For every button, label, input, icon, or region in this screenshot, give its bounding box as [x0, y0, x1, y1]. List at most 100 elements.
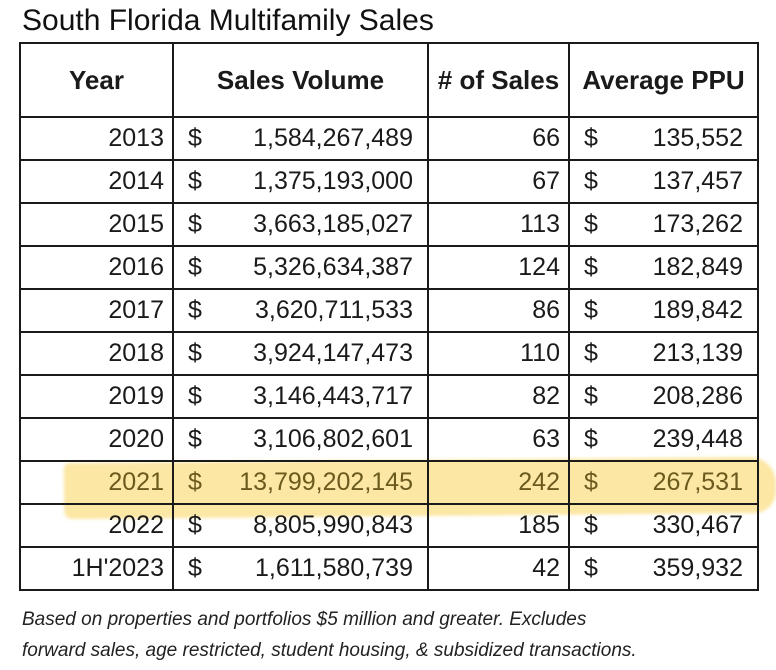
cell-sales-volume: $3,620,711,533 — [172, 288, 429, 333]
sales-volume-value: 3,146,443,717 — [253, 382, 413, 410]
cell-number-of-sales: 185 — [427, 503, 570, 548]
currency-symbol: $ — [188, 425, 202, 453]
table-row: 2021 $13,799,202,145 242 $267,531 — [19, 460, 759, 505]
cell-average-ppu: $213,139 — [568, 331, 759, 376]
sales-volume-value: 13,799,202,145 — [239, 468, 413, 496]
cell-number-of-sales: 110 — [427, 331, 570, 376]
page-title: South Florida Multifamily Sales — [22, 4, 434, 37]
cell-number-of-sales: 66 — [427, 116, 570, 161]
table-row: 2016 $5,326,634,387 124 $182,849 — [19, 245, 759, 290]
cell-number-of-sales: 113 — [427, 202, 570, 247]
cell-average-ppu: $359,932 — [568, 546, 759, 591]
cell-sales-volume: $3,663,185,027 — [172, 202, 429, 247]
currency-symbol: $ — [188, 468, 202, 496]
sales-volume-value: 3,620,711,533 — [254, 296, 413, 324]
cell-number-of-sales: 86 — [427, 288, 570, 333]
average-ppu-value: 182,849 — [652, 253, 743, 281]
table-row: 2015 $3,663,185,027 113 $173,262 — [19, 202, 759, 247]
table-row: 2018 $3,924,147,473 110 $213,139 — [19, 331, 759, 376]
cell-average-ppu: $137,457 — [568, 159, 759, 204]
cell-sales-volume: $1,611,580,739 — [172, 546, 429, 591]
header-average-ppu: Average PPU — [568, 42, 759, 118]
average-ppu-value: 239,448 — [652, 425, 743, 453]
average-ppu-value: 137,457 — [652, 167, 743, 195]
footnote-line-1: Based on properties and portfolios $5 mi… — [22, 609, 587, 630]
average-ppu-value: 173,262 — [652, 210, 743, 238]
cell-year: 2016 — [19, 245, 174, 290]
cell-year: 2017 — [19, 288, 174, 333]
header-sales-volume: Sales Volume — [172, 42, 429, 118]
currency-symbol: $ — [584, 554, 598, 582]
table-row: 2014 $1,375,193,000 67 $137,457 — [19, 159, 759, 204]
currency-symbol: $ — [584, 382, 598, 410]
cell-average-ppu: $135,552 — [568, 116, 759, 161]
cell-number-of-sales: 42 — [427, 546, 570, 591]
average-ppu-value: 208,286 — [652, 382, 743, 410]
sales-volume-value: 3,663,185,027 — [253, 210, 413, 238]
currency-symbol: $ — [188, 296, 202, 324]
cell-year: 2019 — [19, 374, 174, 419]
currency-symbol: $ — [584, 468, 598, 496]
table-row: 2022 $8,805,990,843 185 $330,467 — [19, 503, 759, 548]
cell-sales-volume: $1,375,193,000 — [172, 159, 429, 204]
currency-symbol: $ — [584, 167, 598, 195]
cell-number-of-sales: 124 — [427, 245, 570, 290]
cell-number-of-sales: 242 — [427, 460, 570, 505]
currency-symbol: $ — [188, 339, 202, 367]
average-ppu-value: 213,139 — [652, 339, 743, 367]
currency-symbol: $ — [584, 511, 598, 539]
cell-average-ppu: $173,262 — [568, 202, 759, 247]
sales-volume-value: 1,584,267,489 — [253, 124, 413, 152]
cell-number-of-sales: 82 — [427, 374, 570, 419]
header-year: Year — [19, 42, 174, 118]
cell-year: 2018 — [19, 331, 174, 376]
sales-volume-value: 3,924,147,473 — [253, 339, 413, 367]
currency-symbol: $ — [584, 296, 598, 324]
cell-year: 1H'2023 — [19, 546, 174, 591]
cell-average-ppu: $330,467 — [568, 503, 759, 548]
currency-symbol: $ — [188, 210, 202, 238]
cell-number-of-sales: 67 — [427, 159, 570, 204]
cell-average-ppu: $208,286 — [568, 374, 759, 419]
table-row: 1H'2023 $1,611,580,739 42 $359,932 — [19, 546, 759, 591]
sales-table: Year Sales Volume # of Sales Average PPU… — [19, 42, 759, 591]
cell-year: 2022 — [19, 503, 174, 548]
footnote-line-2: forward sales, age restricted, student h… — [22, 640, 637, 661]
cell-average-ppu: $182,849 — [568, 245, 759, 290]
currency-symbol: $ — [584, 339, 598, 367]
currency-symbol: $ — [188, 382, 202, 410]
cell-sales-volume: $8,805,990,843 — [172, 503, 429, 548]
cell-sales-volume: $3,924,147,473 — [172, 331, 429, 376]
average-ppu-value: 359,932 — [652, 554, 743, 582]
average-ppu-value: 135,552 — [652, 124, 743, 152]
sales-volume-value: 5,326,634,387 — [253, 253, 413, 281]
cell-sales-volume: $3,106,802,601 — [172, 417, 429, 462]
cell-sales-volume: $1,584,267,489 — [172, 116, 429, 161]
header-number-of-sales: # of Sales — [427, 42, 570, 118]
currency-symbol: $ — [584, 210, 598, 238]
cell-year: 2020 — [19, 417, 174, 462]
cell-number-of-sales: 63 — [427, 417, 570, 462]
currency-symbol: $ — [188, 167, 202, 195]
cell-year: 2021 — [19, 460, 174, 505]
table-row: 2020 $3,106,802,601 63 $239,448 — [19, 417, 759, 462]
average-ppu-value: 267,531 — [652, 468, 743, 496]
table-row: 2017 $3,620,711,533 86 $189,842 — [19, 288, 759, 333]
table-body: 2013 $1,584,267,489 66 $135,552 2014 $1,375,1… — [19, 116, 759, 591]
cell-sales-volume: $5,326,634,387 — [172, 245, 429, 290]
sales-table-container: Year Sales Volume # of Sales Average PPU… — [19, 42, 759, 591]
cell-year: 2014 — [19, 159, 174, 204]
table-row: 2013 $1,584,267,489 66 $135,552 — [19, 116, 759, 161]
sales-volume-value: 3,106,802,601 — [253, 425, 413, 453]
sales-volume-value: 1,611,580,739 — [254, 554, 413, 582]
cell-sales-volume: $13,799,202,145 — [172, 460, 429, 505]
cell-year: 2015 — [19, 202, 174, 247]
currency-symbol: $ — [584, 425, 598, 453]
cell-sales-volume: $3,146,443,717 — [172, 374, 429, 419]
table-header-row: Year Sales Volume # of Sales Average PPU — [19, 42, 759, 118]
currency-symbol: $ — [584, 253, 598, 281]
sales-volume-value: 1,375,193,000 — [253, 167, 413, 195]
cell-average-ppu: $267,531 — [568, 460, 759, 505]
currency-symbol: $ — [584, 124, 598, 152]
currency-symbol: $ — [188, 124, 202, 152]
